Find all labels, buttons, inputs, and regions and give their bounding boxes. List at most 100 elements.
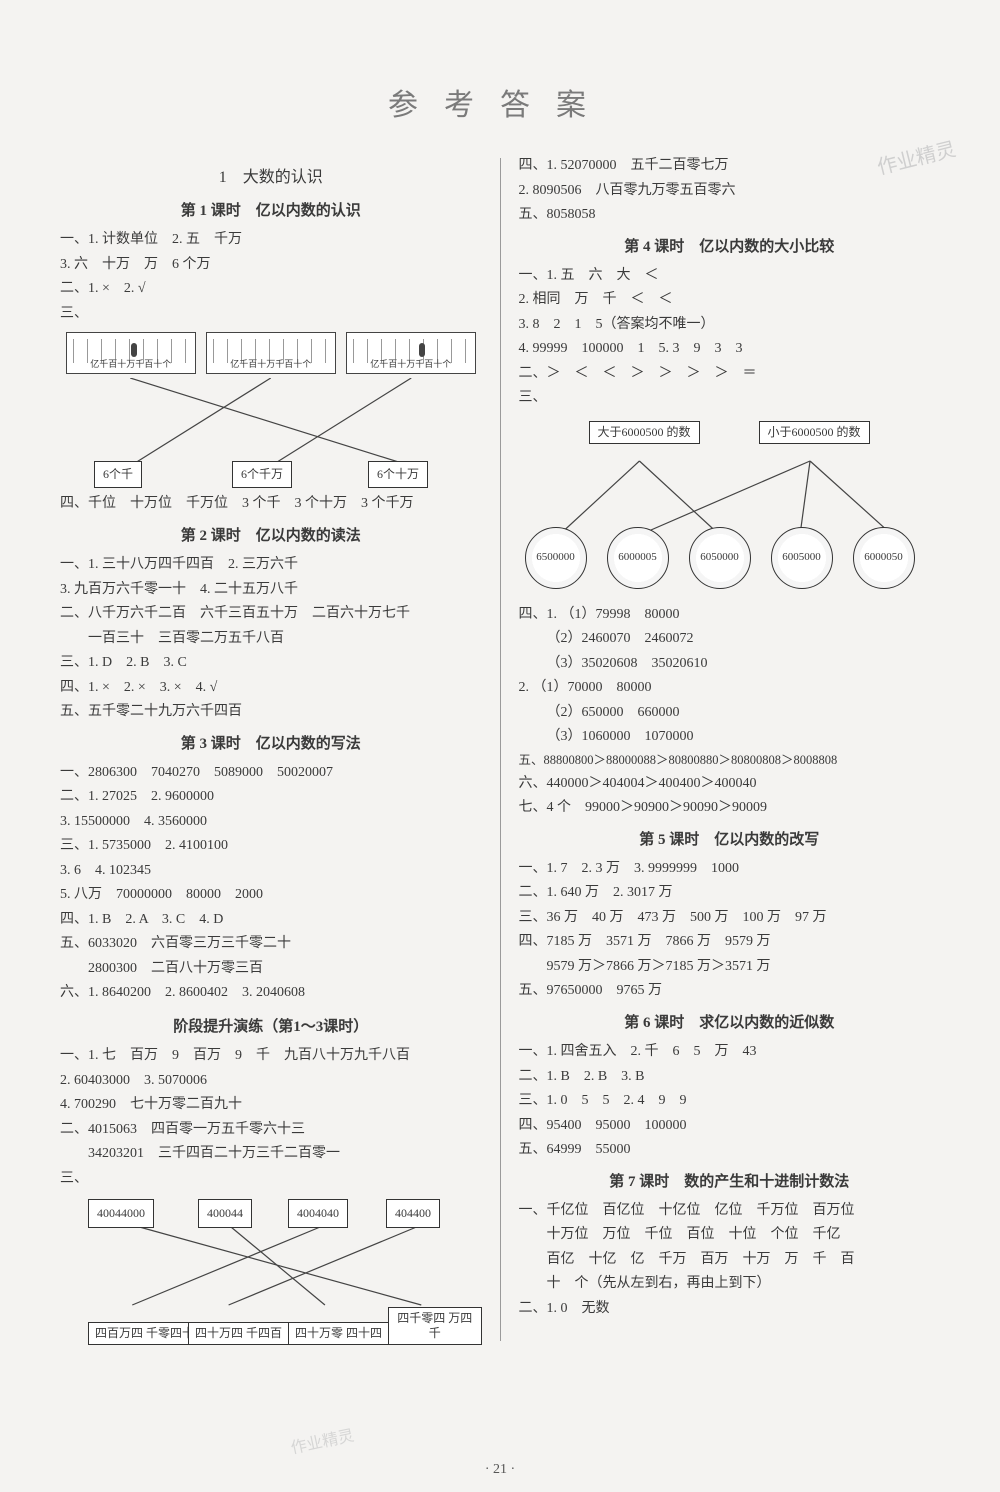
answer-line: 六、440000＞404004＞400400＞400040	[519, 772, 941, 797]
right-column: 四、1. 52070000 五千二百零七万 2. 8090506 八百零九万零五…	[519, 154, 941, 1345]
watermark-text: 作业精灵	[288, 1422, 356, 1459]
answer-line: 4. 99999 100000 1 5. 3 9 3 3	[519, 337, 941, 362]
answer-line: （3）35020608 35020610	[519, 652, 941, 677]
answer-line: 五、8058058	[519, 203, 941, 228]
answer-line: 2. （1）70000 80000	[519, 676, 941, 701]
page: 参考答案 作业精灵 1 大数的认识 第 1 课时 亿以内数的认识 一、1. 计数…	[0, 0, 1000, 1375]
number-circle: 6000005	[607, 527, 669, 589]
answer-line: 三、	[60, 1167, 482, 1192]
answer-line: 2. 8090506 八百零九万零五百零六	[519, 179, 941, 204]
number-box: 404400	[386, 1199, 440, 1228]
compare-box: 大于6000500 的数	[589, 421, 700, 444]
answer-line: 2. 相同 万 千 ＜ ＜	[519, 288, 941, 313]
left-column: 1 大数的认识 第 1 课时 亿以内数的认识 一、1. 计数单位 2. 五 千万…	[60, 154, 482, 1345]
answer-line: 一、1. 四舍五入 2. 千 6 5 万 43	[519, 1040, 941, 1065]
answer-line: 3. 6 4. 102345	[60, 859, 482, 884]
answer-line: 四、1. × 2. × 3. × 4. √	[60, 676, 482, 701]
answer-line: 十 个（先从左到右，再由上到下）	[519, 1272, 941, 1297]
two-column-layout: 1 大数的认识 第 1 课时 亿以内数的认识 一、1. 计数单位 2. 五 千万…	[60, 154, 940, 1345]
lesson-heading: 第 6 课时 求亿以内数的近似数	[519, 1010, 941, 1036]
answer-line: 四、7185 万 3571 万 7866 万 9579 万	[519, 930, 941, 955]
answer-line: 一、1. 三十八万四千四百 2. 三万六千	[60, 553, 482, 578]
answer-line: 一、1. 七 百万 9 百万 9 千 九百八十万九千八百	[60, 1044, 482, 1069]
answer-line: 一、1. 五 六 大 ＜	[519, 264, 941, 289]
answer-line: 3. 六 十万 万 6 个万	[60, 253, 482, 278]
compare-tree-diagram: 大于6000500 的数 小于6000500 的数 6500000 600000…	[519, 417, 941, 597]
answer-line: 3. 九百万六千零一十 4. 二十五万八千	[60, 578, 482, 603]
answer-line: 9579 万＞7866 万＞7185 万＞3571 万	[519, 955, 941, 980]
chapter-heading: 1 大数的认识	[60, 164, 482, 192]
compare-box: 小于6000500 的数	[759, 421, 870, 444]
answer-line: 34203201 三千四百二十万三千二百零一	[60, 1142, 482, 1167]
answer-line: 五、64999 55000	[519, 1138, 941, 1163]
answer-box: 6个十万	[368, 461, 428, 488]
answer-line: 二、1. 0 无数	[519, 1297, 941, 1322]
abacus-labels: 亿千百十万千百十个	[370, 357, 451, 373]
reading-box: 四千零四 万四千	[388, 1307, 482, 1345]
reading-box: 四十万零 四十四	[288, 1322, 389, 1345]
answer-line: 5. 八万 70000000 80000 2000	[60, 883, 482, 908]
answer-line: 三、	[519, 386, 941, 411]
answer-line: 二、八千万六千二百 六千三百五十万 二百六十万七千	[60, 602, 482, 627]
answer-line: 一、2806300 7040270 5089000 50020007	[60, 761, 482, 786]
lesson-heading: 第 4 课时 亿以内数的大小比较	[519, 234, 941, 260]
answer-box: 6个千万	[232, 461, 292, 488]
abacus-bead	[131, 343, 137, 357]
lesson-heading: 第 7 课时 数的产生和十进制计数法	[519, 1169, 941, 1195]
answer-line: （2）650000 660000	[519, 701, 941, 726]
number-circle: 6005000	[771, 527, 833, 589]
number-circle: 6500000	[525, 527, 587, 589]
answer-line: 一、1. 计数单位 2. 五 千万	[60, 228, 482, 253]
answer-line: 十万位 万位 千位 百位 十位 个位 千亿	[519, 1223, 941, 1248]
answer-line: 二、1. × 2. √	[60, 277, 482, 302]
page-title: 参考答案	[60, 80, 940, 124]
abacus-labels: 亿千百十万千百十个	[230, 357, 311, 373]
answer-line: 七、4 个 99000＞90900＞90090＞90009	[519, 796, 941, 821]
answer-line: 一、千亿位 百亿位 十亿位 亿位 千万位 百万位	[519, 1199, 941, 1224]
answer-line: 二、1. B 2. B 3. B	[519, 1065, 941, 1090]
reading-box: 四百万四 千零四十	[88, 1322, 201, 1345]
abacus-frame: 亿千百十万千百十个	[346, 332, 476, 374]
answer-line: 四、1. （1）79998 80000	[519, 603, 941, 628]
answer-line: 三、1. 0 5 5 2. 4 9 9	[519, 1089, 941, 1114]
answer-line: 五、97650000 9765 万	[519, 979, 941, 1004]
answer-line: 三、1. D 2. B 3. C	[60, 651, 482, 676]
answer-line: 二、1. 27025 2. 9600000	[60, 785, 482, 810]
number-circle: 6050000	[689, 527, 751, 589]
number-box: 40044000	[88, 1199, 154, 1228]
lesson-heading: 第 1 课时 亿以内数的认识	[60, 198, 482, 224]
answer-line: 四、1. B 2. A 3. C 4. D	[60, 908, 482, 933]
answer-line: 一百三十 三百零二万五千八百	[60, 627, 482, 652]
reading-box: 四十万四 千四百	[188, 1322, 289, 1345]
abacus-diagram: 亿千百十万千百十个 亿千百十万千百十个 亿千百十万千百十个	[60, 332, 482, 488]
lesson-heading: 第 3 课时 亿以内数的写法	[60, 731, 482, 757]
matching-diagram: 40044000 400044 4004040 404400 四百万四 千零四十…	[60, 1195, 482, 1345]
answer-line: 百亿 十亿 亿 千万 百万 十万 万 千 百	[519, 1248, 941, 1273]
answer-line: 四、95400 95000 100000	[519, 1114, 941, 1139]
answer-line: 三、	[60, 302, 482, 327]
abacus-frame: 亿千百十万千百十个	[206, 332, 336, 374]
column-divider	[500, 158, 501, 1341]
answer-line: （2）2460070 2460072	[519, 627, 941, 652]
answer-line: 三、1. 5735000 2. 4100100	[60, 834, 482, 859]
answer-line: 一、1. 7 2. 3 万 3. 9999999 1000	[519, 857, 941, 882]
answer-line: 五、88800800＞88000088＞80800880＞80800808＞80…	[519, 750, 941, 772]
answer-line: 2. 60403000 3. 5070006	[60, 1069, 482, 1094]
answer-line: 二、1. 640 万 2. 3017 万	[519, 881, 941, 906]
cross-lines: 6个千 6个千万 6个十万	[60, 378, 482, 488]
answer-line: 4. 700290 七十万零二百九十	[60, 1093, 482, 1118]
answer-line: 3. 8 2 1 5（答案均不唯一）	[519, 313, 941, 338]
number-box: 4004040	[288, 1199, 348, 1228]
page-number: · 21 ·	[0, 1462, 1000, 1478]
stage-heading: 阶段提升演练（第1～3课时）	[60, 1014, 482, 1040]
answer-line: 四、1. 52070000 五千二百零七万	[519, 154, 941, 179]
answer-line: 五、6033020 六百零三万三千零二十	[60, 932, 482, 957]
answer-line: 二、＞ ＜ ＜ ＞ ＞ ＞ ＞ ＝	[519, 362, 941, 387]
abacus-labels: 亿千百十万千百十个	[90, 357, 171, 373]
abacus-frame: 亿千百十万千百十个	[66, 332, 196, 374]
answer-line: 四、千位 十万位 千万位 3 个千 3 个十万 3 个千万	[60, 492, 482, 517]
answer-line: （3）1060000 1070000	[519, 725, 941, 750]
lesson-heading: 第 5 课时 亿以内数的改写	[519, 827, 941, 853]
lesson-heading: 第 2 课时 亿以内数的读法	[60, 523, 482, 549]
abacus-bead	[419, 343, 425, 357]
